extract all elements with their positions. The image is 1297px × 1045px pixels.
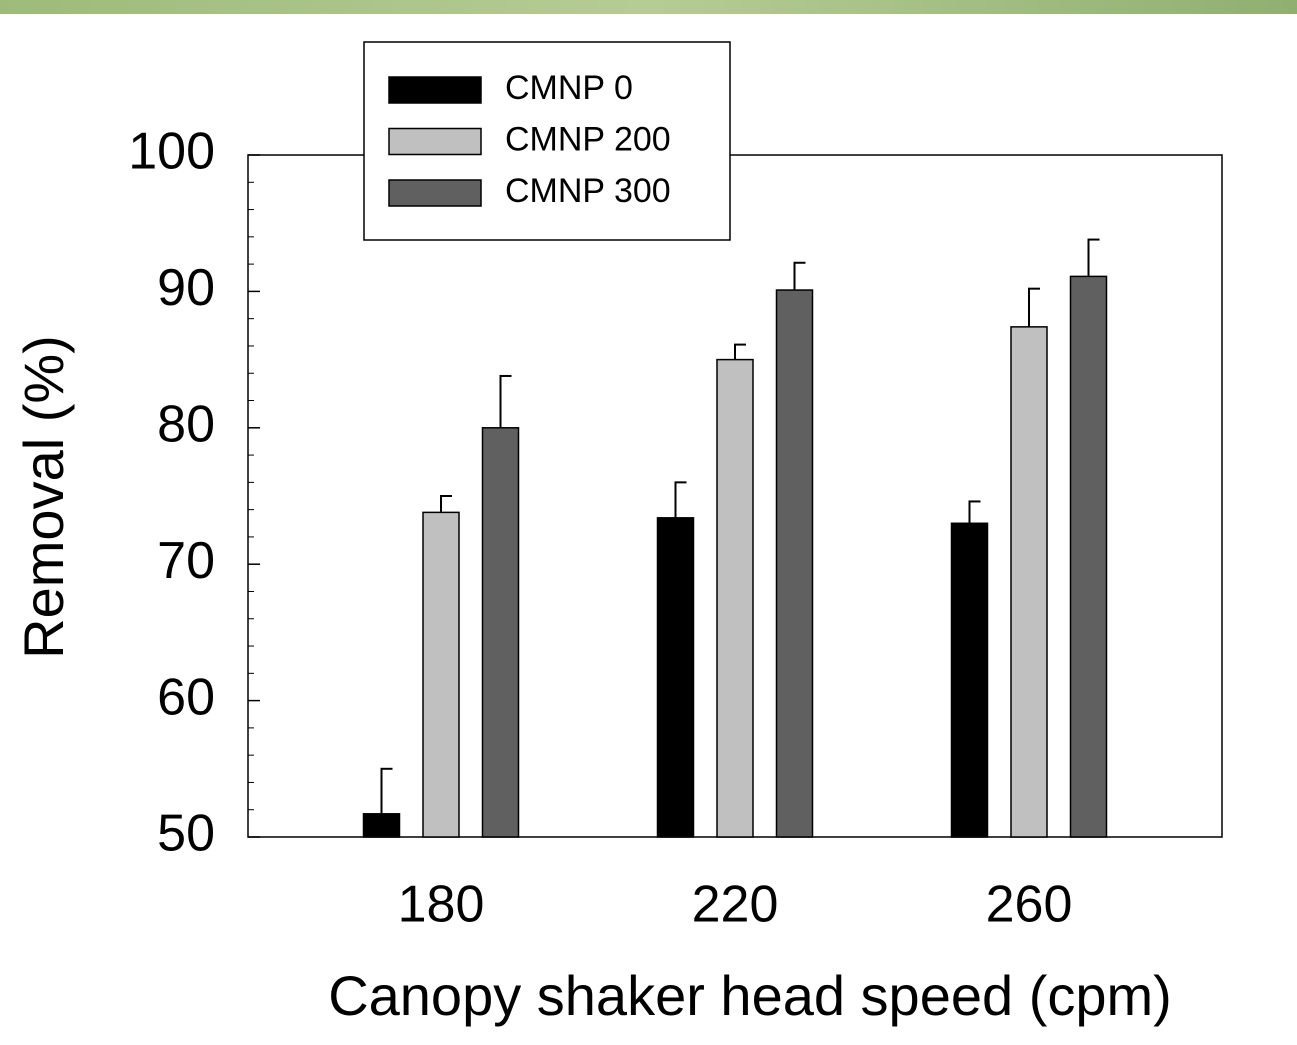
bar <box>362 813 401 838</box>
legend-swatch <box>388 76 482 104</box>
x-tick-label: 180 <box>398 876 485 934</box>
bar <box>422 511 460 838</box>
y-tick-label: 50 <box>157 805 215 863</box>
y-tick-label: 70 <box>157 532 215 590</box>
y-tick-label: 80 <box>157 396 215 454</box>
y-axis-title: Removal (%) <box>12 335 75 659</box>
bar <box>775 289 814 838</box>
legend-label: CMNP 200 <box>505 120 671 158</box>
y-tick-label: 60 <box>157 668 215 726</box>
bar <box>1010 326 1048 838</box>
y-tick-label: 100 <box>128 123 215 181</box>
bar <box>481 427 520 838</box>
x-tick-label: 220 <box>692 876 779 934</box>
x-axis-title: Canopy shaker head speed (cpm) <box>328 964 1172 1027</box>
legend-label: CMNP 0 <box>505 69 633 107</box>
bar <box>950 522 989 838</box>
bar <box>716 358 754 838</box>
legend-swatch <box>388 127 482 156</box>
bar <box>1069 275 1108 838</box>
bar <box>656 517 695 838</box>
y-tick-label: 90 <box>157 259 215 317</box>
legend-label: CMNP 300 <box>505 172 671 210</box>
x-tick-label: 260 <box>986 876 1073 934</box>
legend-swatch <box>388 179 482 207</box>
legend: CMNP 0 CMNP 200 CMNP 300 <box>363 41 731 241</box>
background-strip <box>0 0 1297 14</box>
